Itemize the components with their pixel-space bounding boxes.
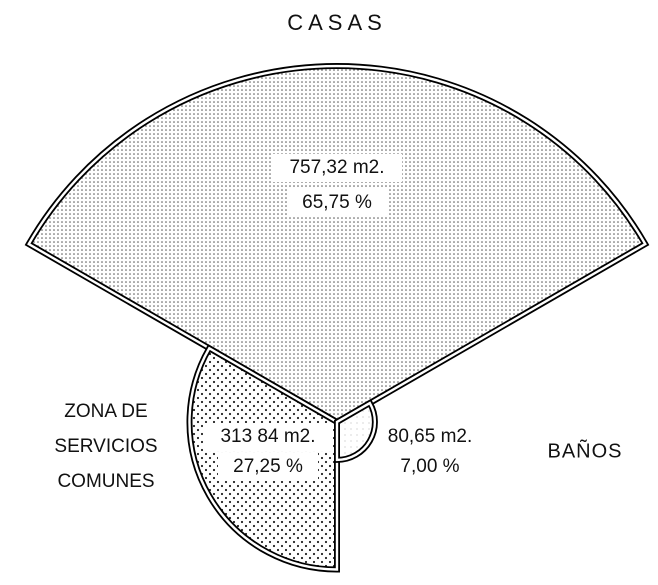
label-background [287,189,387,217]
category-label: ZONA DE [64,401,147,422]
label-background [203,423,333,451]
sector-inner-line [27,64,647,424]
percentage-label: 7,00 % [400,456,459,477]
category-label: CASAS [287,10,387,35]
category-label: BAÑOS [547,438,622,462]
sector [24,63,650,426]
value-label: 757,32 m2. [289,157,384,178]
sector-inner-line [335,401,377,462]
category-label: COMUNES [57,471,154,492]
value-label: 313 84 m2. [220,426,315,447]
label-background [218,453,318,481]
value-label: 80,65 m2. [388,426,473,447]
sector-inner-line [188,346,339,571]
category-label: SERVICIOS [54,436,157,457]
percentage-label: 27,25 % [233,456,303,477]
labels: 757,32 m2. 65,75 % 313 84 m2. 27,25 % 80,65 … [54,10,622,492]
percentage-label: 65,75 % [302,192,372,213]
sectors [24,63,650,573]
label-background [272,154,402,182]
